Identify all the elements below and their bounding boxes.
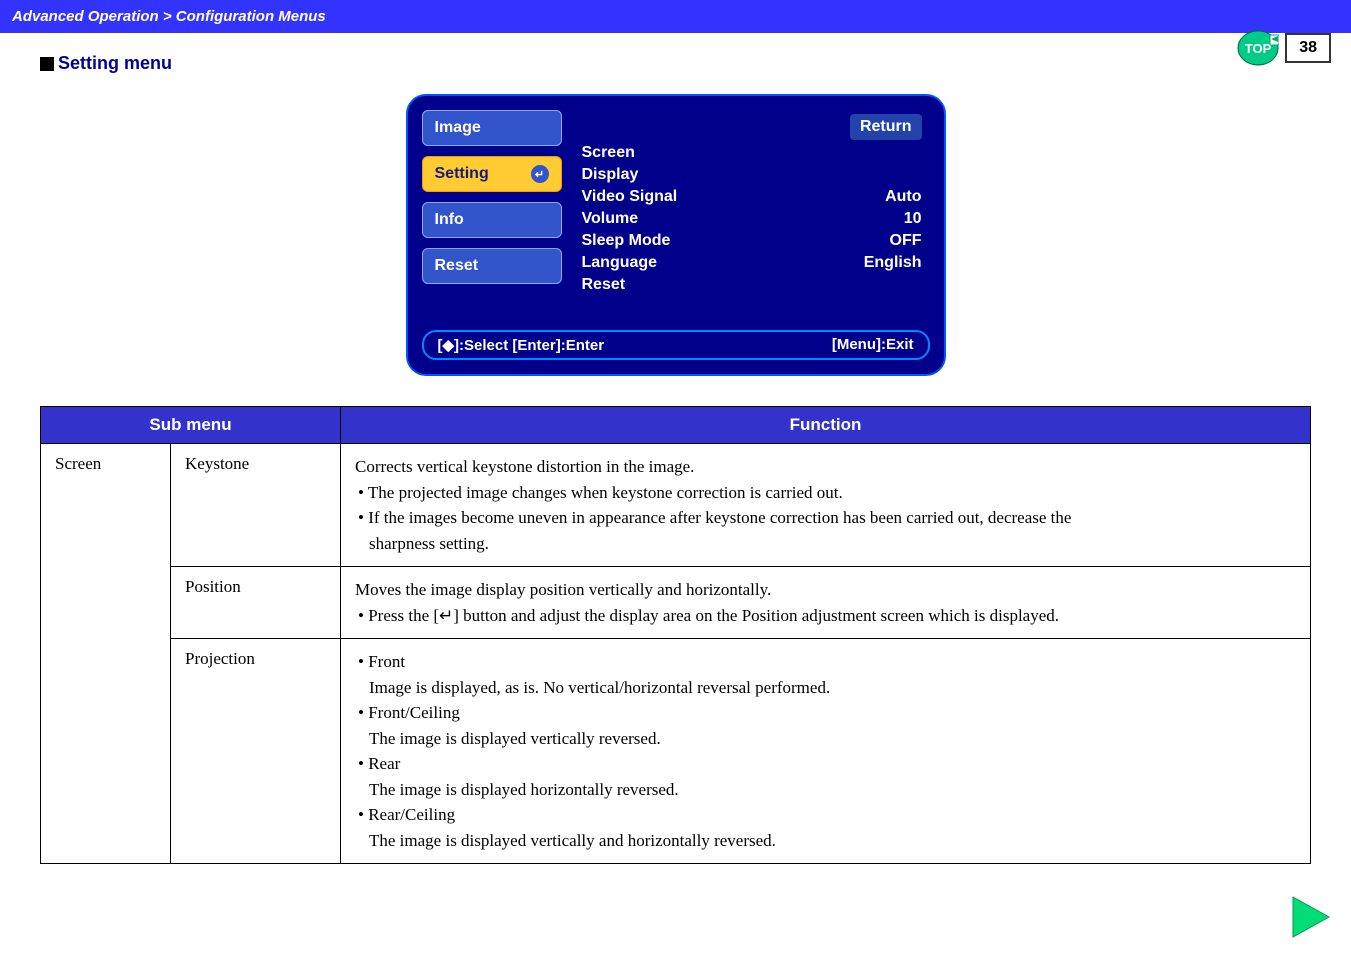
next-page-arrow-icon[interactable] [1291,895,1331,944]
osd-item-label: Reset [582,276,626,294]
function-bullet: • Press the [↵] button and adjust the di… [355,603,1296,629]
osd-footer-right: [Menu]:Exit [832,336,914,354]
function-bullet-desc: The image is displayed vertically revers… [355,726,1296,752]
osd-item-label: Sleep Mode [582,232,671,250]
breadcrumb: Advanced Operation > Configuration Menus [12,8,326,25]
osd-tab-label: Setting [435,165,489,183]
function-bullet: • Front/Ceiling [355,700,1296,726]
osd-item-sleep-mode[interactable]: Sleep Mode OFF [582,230,922,252]
osd-tab-label: Info [435,211,464,229]
osd-menu-screenshot: Image Setting ↵ Info Reset Return Sc [406,94,946,376]
osd-item-label: Language [582,254,658,272]
osd-footer-left: [◆]:Select [Enter]:Enter [438,336,605,354]
header-sub-menu: Sub menu [41,407,341,444]
osd-return-label: Return [860,118,912,135]
function-bullet: • Front [355,649,1296,675]
osd-item-volume[interactable]: Volume 10 [582,208,922,230]
osd-item-screen[interactable]: Screen [582,142,922,164]
function-bullet: • The projected image changes when keyst… [355,480,1296,506]
osd-tabs: Image Setting ↵ Info Reset [422,110,562,300]
page-number: 38 [1285,33,1331,63]
top-link-icon[interactable]: TOP [1237,30,1279,66]
cell-sub: Keystone [171,444,341,567]
header-function: Function [341,407,1311,444]
cell-function: Moves the image display position vertica… [341,567,1311,639]
cell-sub: Position [171,567,341,639]
table-row: Position Moves the image display positio… [41,567,1311,639]
heading-bullet-icon [40,57,54,71]
section-heading: Setting menu [40,53,1311,74]
cell-function: Corrects vertical keystone distortion in… [341,444,1311,567]
osd-tab-label: Image [435,119,481,137]
function-bullet-desc: The image is displayed horizontally reve… [355,777,1296,803]
function-bullet-cont: sharpness setting. [355,531,1296,557]
osd-item-reset[interactable]: Reset [582,274,922,296]
osd-item-language[interactable]: Language English [582,252,922,274]
osd-tab-reset[interactable]: Reset [422,248,562,284]
osd-tab-setting[interactable]: Setting ↵ [422,156,562,192]
osd-item-value: Auto [885,188,921,206]
heading-text: Setting menu [58,53,172,73]
function-bullet-desc: The image is displayed vertically and ho… [355,828,1296,854]
osd-footer: [◆]:Select [Enter]:Enter [Menu]:Exit [422,330,930,360]
osd-return-button[interactable]: Return [850,114,922,140]
top-right-badges: TOP 38 [1237,30,1331,66]
svg-text:TOP: TOP [1245,41,1272,56]
osd-tab-label: Reset [435,257,479,275]
cell-group: Screen [41,444,171,864]
osd-item-value: 10 [904,210,922,228]
osd-item-value: English [864,254,922,272]
function-line: Moves the image display position vertica… [355,577,1296,603]
function-bullet-desc: Image is displayed, as is. No vertical/h… [355,675,1296,701]
table-row: Projection • Front Image is displayed, a… [41,639,1311,864]
function-bullet: • Rear [355,751,1296,777]
osd-item-video-signal[interactable]: Video Signal Auto [582,186,922,208]
osd-item-display[interactable]: Display [582,164,922,186]
settings-table: Sub menu Function Screen Keystone Correc… [40,406,1311,864]
content-area: Setting menu Image Setting ↵ Info Reset [0,33,1351,884]
osd-settings-list: Return Screen Display Video Signal Auto … [574,110,930,300]
osd-item-label: Display [582,166,639,184]
table-header-row: Sub menu Function [41,407,1311,444]
function-line: Corrects vertical keystone distortion in… [355,454,1296,480]
function-bullet: • Rear/Ceiling [355,802,1296,828]
osd-tab-image[interactable]: Image [422,110,562,146]
enter-icon: ↵ [531,165,549,183]
osd-item-value: OFF [890,232,922,250]
table-row: Screen Keystone Corrects vertical keysto… [41,444,1311,567]
osd-tab-info[interactable]: Info [422,202,562,238]
header-bar: Advanced Operation > Configuration Menus [0,0,1351,33]
cell-function: • Front Image is displayed, as is. No ve… [341,639,1311,864]
osd-item-label: Volume [582,210,639,228]
osd-item-label: Screen [582,144,635,162]
osd-item-label: Video Signal [582,188,678,206]
cell-sub: Projection [171,639,341,864]
function-bullet: • If the images become uneven in appeara… [355,505,1296,531]
